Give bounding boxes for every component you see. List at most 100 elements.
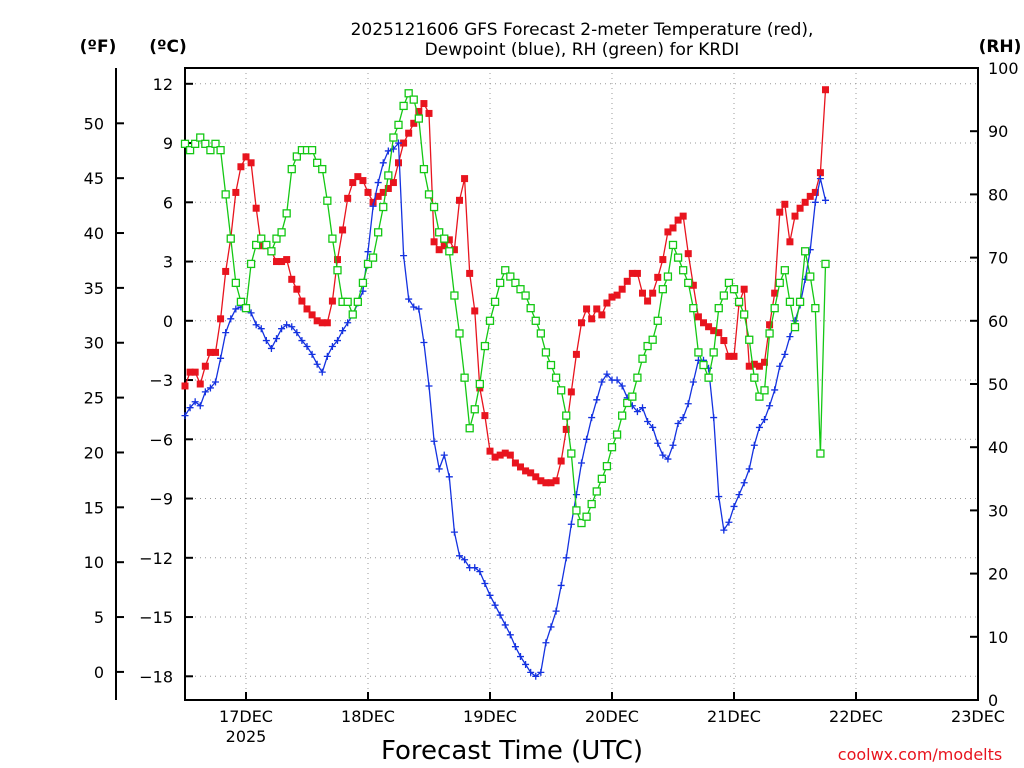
relative-humidity-point [562, 411, 571, 420]
temperature-point [710, 327, 718, 335]
dewpoint-point [288, 323, 296, 331]
relative-humidity-point [257, 234, 266, 243]
temperature-point [669, 224, 677, 232]
temperature-point [206, 348, 214, 356]
relative-humidity-point [313, 158, 322, 167]
temperature-point [395, 159, 402, 167]
dewpoint-point [405, 295, 413, 303]
x-axis-title: Forecast Time (UTC) [381, 736, 643, 766]
relative-humidity-point [277, 228, 286, 237]
celsius-tick-label: −15 [139, 608, 173, 627]
temperature-point [481, 412, 489, 420]
relative-humidity-point [785, 297, 795, 306]
dewpoint-point [552, 607, 560, 615]
temperature-point [247, 159, 255, 167]
relative-humidity-point [424, 190, 434, 199]
relative-humidity-point [374, 228, 383, 237]
dewpoint-point [679, 414, 687, 422]
temperature-point [639, 289, 646, 297]
relative-humidity-point [419, 164, 429, 174]
relative-humidity-point [714, 304, 723, 313]
fahrenheit-tick-label: 45 [84, 169, 104, 188]
relative-humidity-point [628, 392, 637, 401]
temperature-point [435, 246, 443, 254]
series-layer [180, 86, 830, 680]
temperature-point [252, 204, 260, 212]
dewpoint-point [471, 564, 479, 572]
temperature-point [588, 315, 596, 323]
dewpoint-point [410, 303, 418, 311]
dewpoint-point [766, 402, 774, 410]
temperature-point [791, 212, 799, 220]
relative-humidity-point [775, 278, 784, 288]
fahrenheit-tick-label: 5 [94, 608, 104, 627]
temperature-point [761, 358, 768, 366]
relative-humidity-point [821, 259, 830, 269]
relative-humidity-point [196, 133, 205, 142]
relative-humidity-point [750, 373, 759, 382]
dewpoint-point [816, 175, 824, 183]
rh-tick-label: 60 [988, 312, 1008, 331]
dewpoint-point [633, 408, 641, 416]
fahrenheit-tick-label: 30 [84, 334, 104, 353]
temperature-point [303, 305, 311, 313]
relative-humidity-point [577, 518, 586, 528]
relative-humidity-point [323, 196, 332, 205]
temperature-point [750, 360, 758, 368]
relative-humidity-point [404, 89, 413, 98]
relative-humidity-point [694, 348, 703, 357]
temperature-point [786, 238, 794, 246]
dewpoint-point [252, 321, 260, 329]
credit-text: coolwx.com/modelts [838, 745, 1002, 764]
dewpoint-point [674, 420, 682, 427]
relative-humidity-point [399, 101, 408, 111]
temperature-point [364, 188, 372, 196]
dewpoint-point [430, 437, 438, 445]
temperature-point [491, 453, 499, 461]
dewpoint-point [501, 621, 509, 629]
fahrenheit-tick-label: 50 [84, 114, 104, 133]
temperature-point [659, 256, 667, 264]
temperature-point [278, 258, 286, 266]
dewpoint-point [689, 378, 697, 386]
dewpoint-point [450, 528, 458, 536]
dewpoint-point [562, 554, 570, 562]
dewpoint-point [339, 327, 347, 335]
relative-humidity-point [180, 139, 190, 148]
dewpoint-point [313, 360, 321, 368]
celsius-axis-unit: (ºC) [149, 37, 187, 57]
relative-humidity-point [333, 266, 342, 275]
dewpoint-point [374, 179, 382, 187]
relative-humidity-point [597, 474, 606, 483]
relative-humidity-point [384, 171, 393, 180]
temperature-point [572, 350, 580, 358]
relative-humidity-line [184, 92, 827, 525]
dewpoint-point [303, 342, 311, 350]
relative-humidity-point [521, 291, 530, 300]
temperature-point [649, 289, 657, 297]
temperature-point [720, 337, 728, 345]
rh-axis-unit: (RH) [979, 37, 1022, 57]
dewpoint-point [278, 325, 286, 333]
relative-humidity-point [740, 310, 749, 319]
relative-humidity-point [653, 316, 662, 325]
temperature-point [578, 319, 585, 327]
dewpoint-point [506, 631, 514, 639]
dewpoint-point [420, 339, 428, 347]
relative-humidity-point [592, 487, 601, 496]
temperature-point [232, 188, 240, 196]
dewpoint-point [328, 342, 336, 350]
relative-humidity-point [475, 379, 484, 389]
dewpoint-point [755, 423, 763, 431]
temperature-point [618, 285, 626, 293]
temperature-point [694, 313, 702, 321]
relative-humidity-point [557, 386, 566, 395]
relative-humidity-point [358, 278, 368, 288]
temperature-point [522, 467, 530, 475]
rh-tick-label: 10 [988, 628, 1008, 647]
relative-humidity-point [328, 234, 337, 243]
dewpoint-point [283, 321, 291, 329]
dewpoint-point [212, 378, 219, 386]
dewpoint-point [486, 591, 494, 599]
dewpoint-point [517, 653, 524, 661]
